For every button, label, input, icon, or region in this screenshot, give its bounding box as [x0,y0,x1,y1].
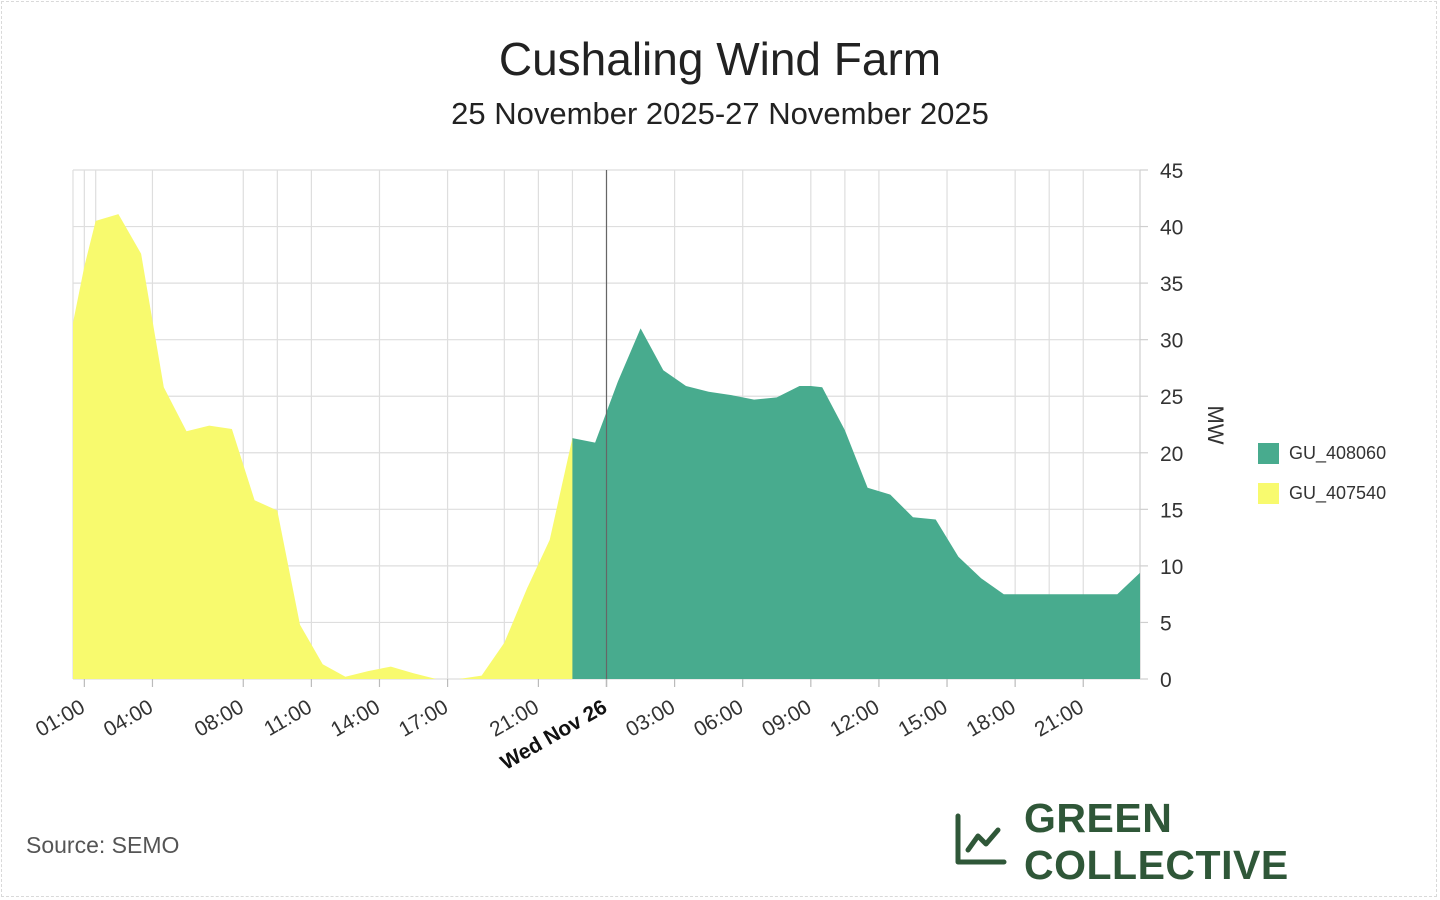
y-tick-label: 0 [1160,669,1172,692]
legend-swatch-gu-407540 [1258,482,1279,504]
y-tick-label: 25 [1160,386,1183,409]
legend-label: GU_408060 [1289,442,1387,463]
y-tick-label: 15 [1160,499,1183,522]
y-tick-label: 10 [1160,556,1183,579]
legend-swatch-gu-408060 [1258,442,1279,464]
brand-logo: GREEN COLLECTIVE [952,795,1440,888]
chart-subtitle: 25 November 2025-27 November 2025 [451,96,989,131]
x-tick-label: 14:00 [327,695,384,741]
chart-title: Cushaling Wind Farm [498,33,942,85]
legend-item-gu-408060[interactable]: GU_408060 [1258,440,1386,466]
legend-label: GU_407540 [1289,482,1387,503]
y-axis-ticks: 0 5 10 15 20 25 30 35 40 45 [1140,160,1183,692]
x-tick-label: 11:00 [260,695,316,740]
y-tick-label: 20 [1160,443,1183,466]
x-tick-label: 08:00 [191,695,248,741]
x-tick-label: 03:00 [622,695,679,741]
x-tick-label: 21:00 [1031,695,1088,741]
y-tick-label: 35 [1160,273,1183,296]
x-tick-label: 04:00 [100,695,157,741]
x-tick-label: 09:00 [758,695,815,741]
area-gu-408060[interactable] [572,328,1140,679]
y-tick-label: 5 [1160,612,1172,635]
y-tick-label: 30 [1160,330,1183,353]
source-note: Source: SEMO [26,832,180,858]
series-areas [73,170,1140,687]
chart-line-icon [952,812,1008,873]
chart-legend: GU_408060 GU_407540 [1258,440,1386,520]
y-tick-label: 40 [1160,217,1183,240]
brand-name: GREEN COLLECTIVE [1024,795,1289,888]
x-tick-label: 12:00 [826,695,883,741]
x-tick-label: 17:00 [395,695,452,741]
area-gu-407540[interactable] [73,214,596,679]
x-tick-label: 01:00 [32,695,89,741]
legend-item-gu-407540[interactable]: GU_407540 [1258,480,1386,506]
x-tick-label: 18:00 [963,695,1020,741]
x-tick-label: 15:00 [895,695,952,741]
y-tick-label: 45 [1160,160,1183,183]
y-axis-label: MW [1203,405,1228,444]
x-tick-label: 06:00 [690,695,747,741]
